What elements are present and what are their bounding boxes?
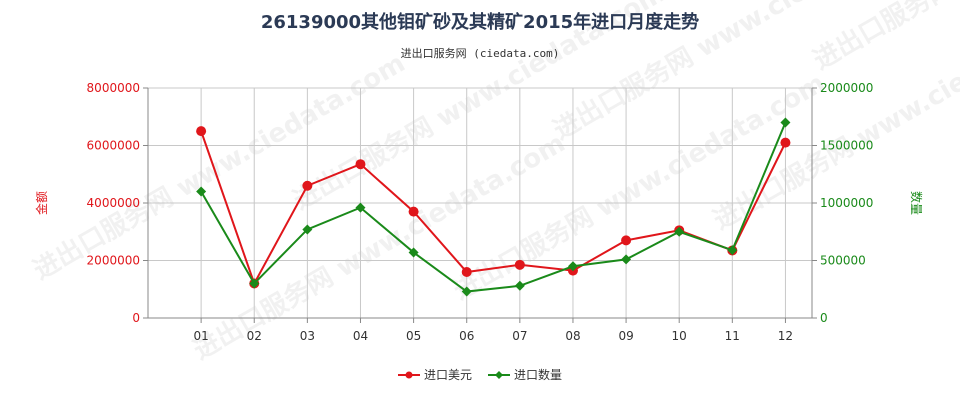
- x-axis-tick-label: 03: [300, 329, 315, 343]
- series-2-point: [355, 202, 366, 213]
- series-2-point: [621, 254, 632, 265]
- y-axis-left-label: 金额: [34, 191, 49, 215]
- y-axis-right-tick-label: 1500000: [820, 139, 873, 153]
- y-axis-right-tick-label: 2000000: [820, 81, 873, 95]
- watermark-text: 进出口服务网 www.ciedata.com: [809, 0, 960, 76]
- series-2-point: [567, 261, 578, 272]
- x-axis-tick-label: 06: [459, 329, 474, 343]
- x-axis-tick-label: 01: [193, 329, 208, 343]
- y-axis-left-tick-label: 4000000: [87, 196, 140, 210]
- series-2-point: [514, 280, 525, 291]
- series-2-point: [461, 286, 472, 297]
- series-1-point: [302, 180, 313, 191]
- x-axis-tick-label: 07: [512, 329, 527, 343]
- legend-label-1: 进口美元: [424, 368, 472, 382]
- y-axis-left-tick-label: 0: [132, 311, 140, 325]
- y-axis-right-tick-label: 0: [820, 311, 828, 325]
- legend-label-2: 进口数量: [514, 367, 562, 382]
- series-2-point: [408, 247, 419, 258]
- x-axis-tick-label: 10: [672, 329, 687, 343]
- chart-subtitle: 进出口服务网 (ciedata.com): [401, 46, 560, 60]
- series-1-point: [355, 159, 366, 170]
- series-2-point: [196, 186, 207, 197]
- y-axis-left-tick-label: 2000000: [87, 254, 140, 268]
- series-1-point: [196, 126, 207, 137]
- series-2-point: [780, 117, 791, 128]
- series-2-point: [302, 224, 313, 235]
- x-axis-tick-label: 02: [247, 329, 262, 343]
- series-1-point: [408, 206, 419, 217]
- x-axis-tick-label: 08: [565, 329, 580, 343]
- x-axis-tick-label: 04: [353, 329, 368, 343]
- chart-title: 26139000其他钼矿砂及其精矿2015年进口月度走势: [261, 11, 699, 33]
- x-axis-tick-label: 11: [725, 329, 740, 343]
- x-axis-tick-label: 09: [618, 329, 633, 343]
- x-axis-tick-label: 12: [778, 329, 793, 343]
- x-axis-tick-label: 05: [406, 329, 421, 343]
- axes-layer: 0 2000000 4000000 6000000 8000000 0 500000 1000…: [87, 81, 874, 343]
- y-axis-right-tick-label: 1000000: [820, 196, 873, 210]
- y-axis-left-tick-label: 8000000: [87, 81, 140, 95]
- y-axis-right-label: 数量: [909, 191, 924, 215]
- series-line-2: [200, 122, 787, 293]
- y-axis-right-tick-label: 500000: [820, 254, 866, 268]
- legend-swatch-marker-1: [405, 371, 413, 379]
- series-1-point: [461, 267, 472, 277]
- series-line-1: [200, 130, 787, 286]
- series-2-point: [674, 226, 685, 237]
- series-2-point: [727, 245, 738, 256]
- legend-swatch-marker-2: [495, 371, 503, 379]
- series-1-point: [780, 137, 791, 148]
- series-2-point: [249, 278, 260, 289]
- legend: 进口美元 进口数量: [398, 367, 562, 382]
- y-axis-left-tick-label: 6000000: [87, 139, 140, 153]
- series-layer: [196, 117, 791, 297]
- series-1-point: [514, 259, 525, 270]
- series-1-point: [621, 235, 632, 246]
